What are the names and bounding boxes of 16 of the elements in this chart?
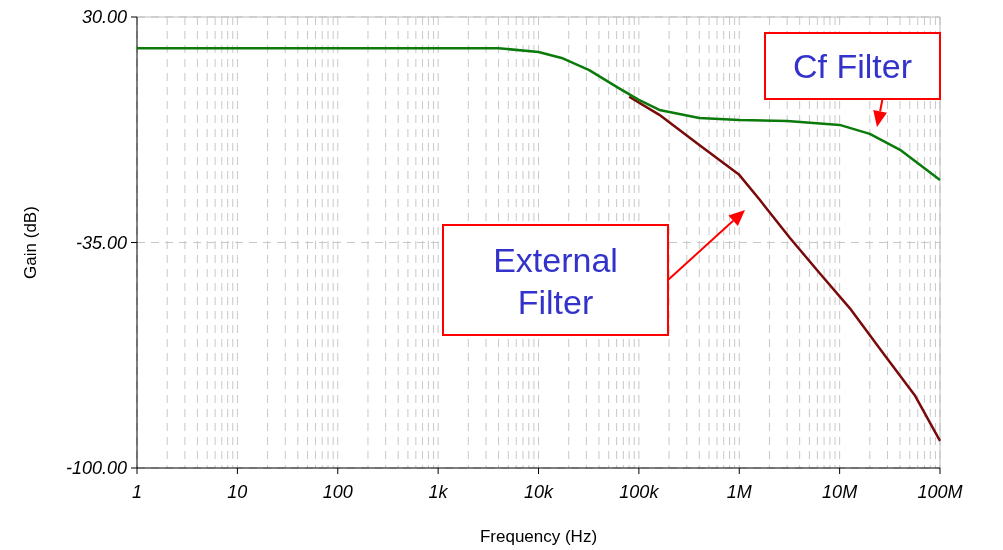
y-tick-label: 30.00	[81, 7, 127, 27]
x-tick-label: 1M	[726, 482, 752, 502]
x-axis-title: Frequency (Hz)	[479, 527, 598, 546]
x-tick-label: 100	[322, 482, 353, 502]
x-tick-label: 100M	[917, 482, 963, 502]
x-tick-label: 10k	[523, 482, 555, 502]
x-tick-label: 1k	[428, 482, 449, 502]
y-axis-title: Gain (dB)	[21, 206, 40, 279]
x-tick-label: 10M	[822, 482, 858, 502]
annotation: External Filter	[493, 241, 618, 321]
x-tick-label: 10	[227, 482, 248, 502]
x-tick-label: 100k	[619, 482, 660, 502]
annotation: Cf Filter	[793, 47, 912, 85]
y-tick-label: -100.00	[65, 458, 127, 478]
y-tick-label: -35.00	[75, 232, 127, 253]
x-tick-label: 1	[131, 482, 143, 502]
